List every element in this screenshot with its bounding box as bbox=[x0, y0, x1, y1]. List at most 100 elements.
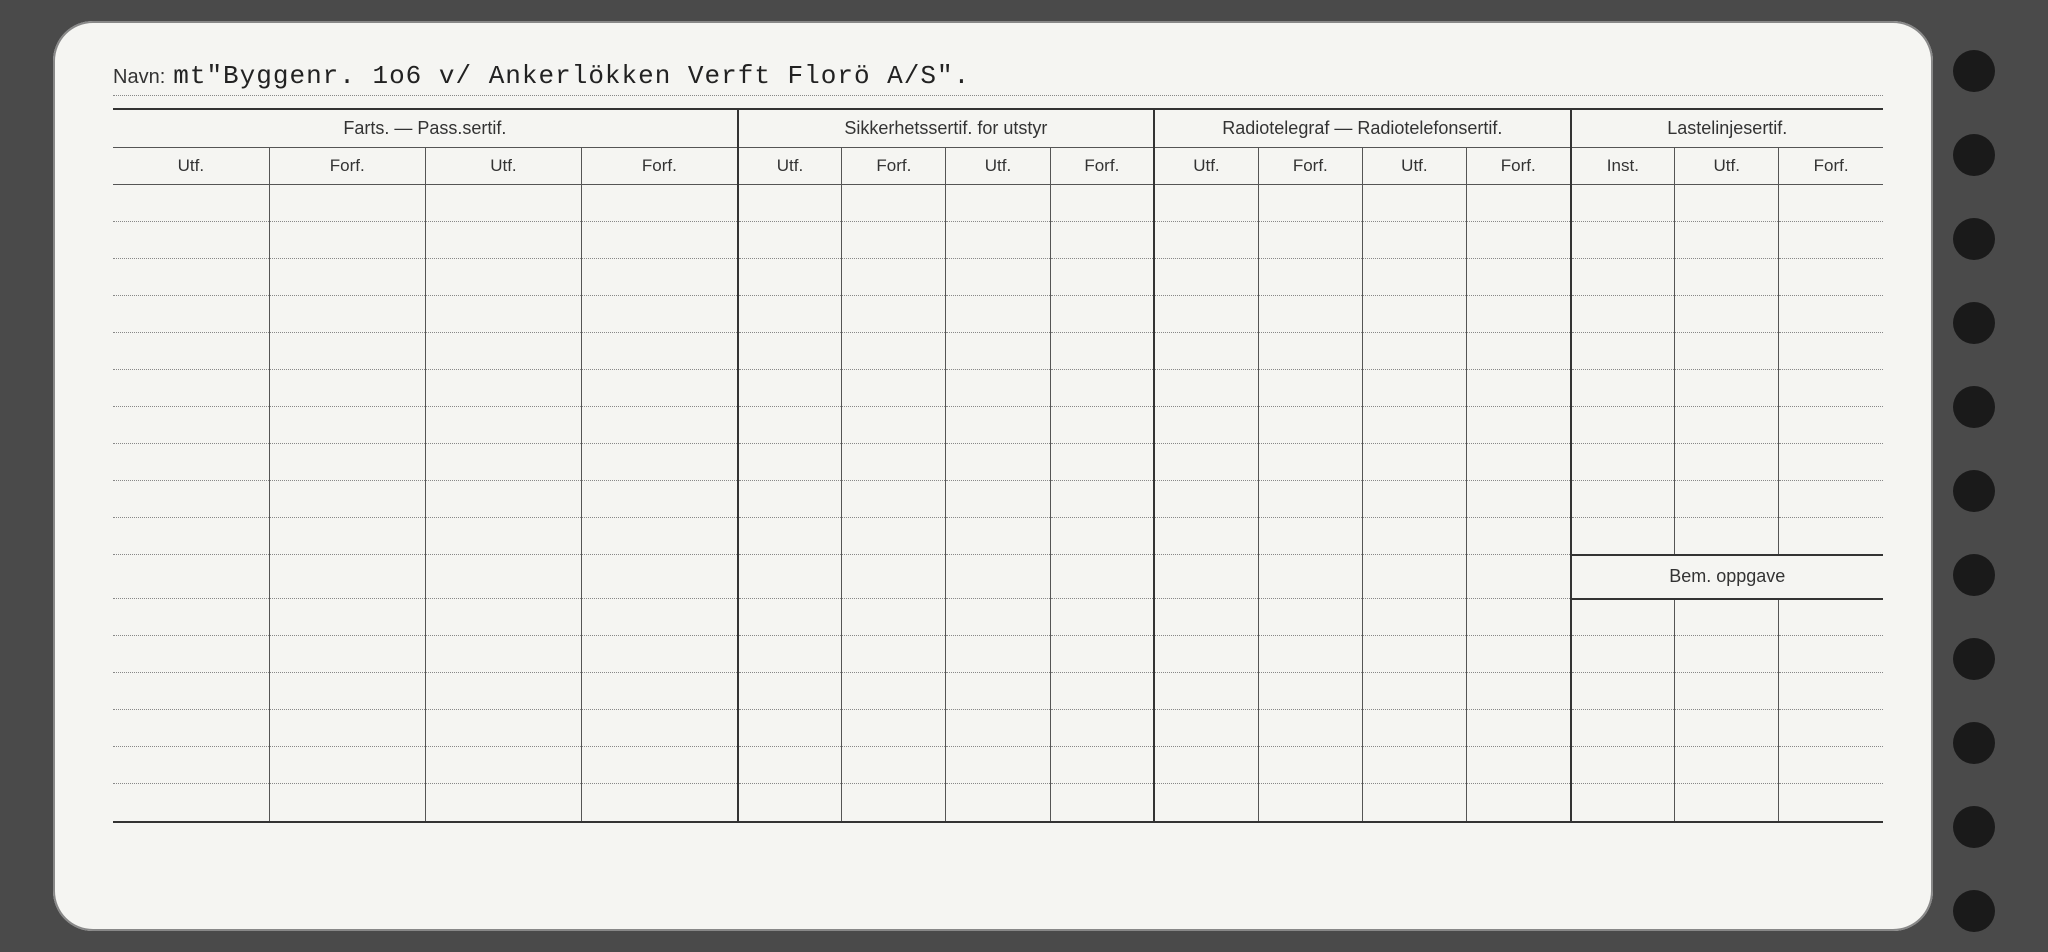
cell bbox=[1571, 333, 1675, 370]
cell bbox=[1050, 784, 1154, 821]
page-container: Navn: mt"Byggenr. 1o6 v/ Ankerlökken Ver… bbox=[53, 20, 1995, 932]
cell bbox=[1571, 259, 1675, 296]
cell bbox=[425, 444, 581, 481]
col-utf: Utf. bbox=[425, 148, 581, 185]
cell bbox=[1258, 333, 1362, 370]
cell bbox=[425, 370, 581, 407]
cell bbox=[1154, 222, 1258, 259]
hole-icon bbox=[1953, 386, 1995, 428]
cell bbox=[1154, 259, 1258, 296]
cell bbox=[1571, 296, 1675, 333]
cell bbox=[1779, 710, 1883, 747]
cell bbox=[738, 296, 842, 333]
group-radio: Radiotelegraf — Radiotelefonsertif. bbox=[1154, 110, 1570, 148]
cell bbox=[269, 555, 425, 599]
cell bbox=[1258, 636, 1362, 673]
cell bbox=[113, 259, 269, 296]
cell bbox=[269, 296, 425, 333]
cell bbox=[946, 333, 1050, 370]
cell bbox=[269, 710, 425, 747]
group-sikkerhet: Sikkerhetssertif. for utstyr bbox=[738, 110, 1154, 148]
cell bbox=[842, 407, 946, 444]
cell bbox=[1258, 259, 1362, 296]
cell bbox=[1466, 673, 1570, 710]
cell bbox=[113, 185, 269, 222]
cell bbox=[113, 370, 269, 407]
cell bbox=[738, 636, 842, 673]
cell bbox=[1258, 518, 1362, 555]
cell bbox=[269, 222, 425, 259]
cell bbox=[269, 481, 425, 518]
cell bbox=[1466, 370, 1570, 407]
cell bbox=[1779, 370, 1883, 407]
cell bbox=[269, 747, 425, 784]
cell bbox=[1675, 747, 1779, 784]
cell bbox=[1362, 747, 1466, 784]
cell bbox=[946, 444, 1050, 481]
cell bbox=[946, 407, 1050, 444]
cell bbox=[1258, 710, 1362, 747]
col-forf: Forf. bbox=[1050, 148, 1154, 185]
cell bbox=[1258, 407, 1362, 444]
cell bbox=[582, 555, 738, 599]
cell bbox=[1154, 673, 1258, 710]
col-forf: Forf. bbox=[1466, 148, 1570, 185]
col-utf: Utf. bbox=[738, 148, 842, 185]
cell bbox=[1571, 636, 1675, 673]
cell bbox=[582, 185, 738, 222]
cell bbox=[738, 518, 842, 555]
cell bbox=[425, 599, 581, 636]
col-forf: Forf. bbox=[1779, 148, 1883, 185]
sub-header-row: Utf. Forf. Utf. Forf. Utf. Forf. Utf. Fo… bbox=[113, 148, 1883, 185]
hole-icon bbox=[1953, 890, 1995, 932]
cell bbox=[1675, 185, 1779, 222]
hole-icon bbox=[1953, 806, 1995, 848]
cell bbox=[1466, 407, 1570, 444]
cell bbox=[1779, 185, 1883, 222]
cell bbox=[1779, 673, 1883, 710]
cell bbox=[1571, 747, 1675, 784]
cell bbox=[1571, 222, 1675, 259]
cell bbox=[1050, 407, 1154, 444]
cell bbox=[1466, 518, 1570, 555]
cell bbox=[842, 518, 946, 555]
cell bbox=[269, 333, 425, 370]
table-row bbox=[113, 259, 1883, 296]
cell bbox=[1466, 636, 1570, 673]
cell bbox=[1362, 784, 1466, 821]
hole-icon bbox=[1953, 218, 1995, 260]
cell bbox=[1675, 636, 1779, 673]
col-utf: Utf. bbox=[113, 148, 269, 185]
cell bbox=[1362, 259, 1466, 296]
cell bbox=[1362, 636, 1466, 673]
cell bbox=[582, 296, 738, 333]
cell bbox=[425, 185, 581, 222]
cell bbox=[1050, 444, 1154, 481]
table-row: Bem. oppgave bbox=[113, 555, 1883, 599]
col-utf: Utf. bbox=[946, 148, 1050, 185]
cell bbox=[1050, 481, 1154, 518]
cell bbox=[113, 784, 269, 821]
cell bbox=[1779, 784, 1883, 821]
cell bbox=[1154, 747, 1258, 784]
col-inst: Inst. bbox=[1571, 148, 1675, 185]
cell bbox=[1571, 673, 1675, 710]
cell bbox=[1362, 444, 1466, 481]
navn-label: Navn: bbox=[113, 66, 165, 89]
cell bbox=[1362, 407, 1466, 444]
cell bbox=[946, 555, 1050, 599]
cell bbox=[946, 673, 1050, 710]
cell bbox=[1571, 710, 1675, 747]
cell bbox=[738, 444, 842, 481]
cell bbox=[113, 333, 269, 370]
cell bbox=[842, 259, 946, 296]
table-row bbox=[113, 370, 1883, 407]
cell bbox=[1779, 599, 1883, 636]
record-card: Navn: mt"Byggenr. 1o6 v/ Ankerlökken Ver… bbox=[53, 21, 1933, 931]
cell bbox=[269, 518, 425, 555]
cell bbox=[1050, 222, 1154, 259]
bem-oppgave-cell: Bem. oppgave bbox=[1571, 555, 1883, 599]
group-farts: Farts. — Pass.sertif. bbox=[113, 110, 738, 148]
col-utf: Utf. bbox=[1362, 148, 1466, 185]
cell bbox=[1154, 636, 1258, 673]
